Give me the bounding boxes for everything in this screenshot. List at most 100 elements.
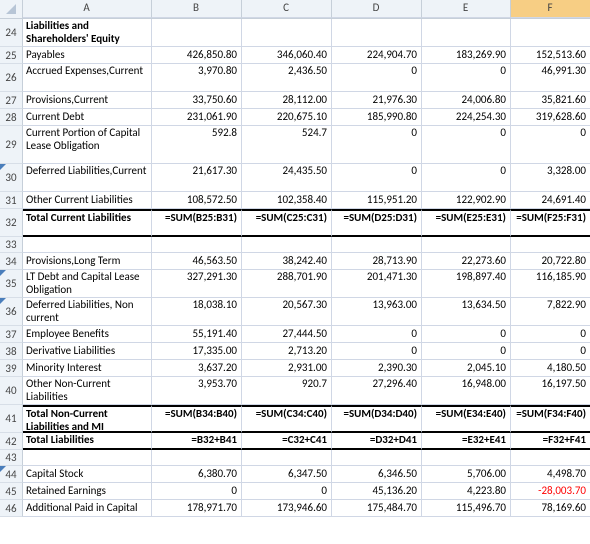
cell-value[interactable]: 0 xyxy=(511,326,590,343)
row-header[interactable]: 37 xyxy=(0,326,23,343)
cell-label[interactable]: Deferred Liabilities, Non current xyxy=(23,298,152,326)
cell-label[interactable]: Payables xyxy=(23,47,152,64)
cell-value[interactable]: 24,435.50 xyxy=(242,164,332,192)
cell-value[interactable]: 46,991.30 xyxy=(511,64,590,92)
cell-value[interactable]: =SUM(D25:D31) xyxy=(332,209,422,237)
col-header-D[interactable]: D xyxy=(332,0,422,18)
col-header-E[interactable]: E xyxy=(422,0,511,18)
col-header-C[interactable]: C xyxy=(242,0,332,18)
cell-value[interactable]: 21,976.30 xyxy=(332,92,422,109)
row-header[interactable]: 39 xyxy=(0,360,23,377)
cell-value[interactable]: 115,496.70 xyxy=(422,500,511,517)
cell-label[interactable]: Current Portion of Capital Lease Obligat… xyxy=(23,126,152,164)
cell-value[interactable]: 346,060.40 xyxy=(242,47,332,64)
cell-value[interactable]: 3,970.80 xyxy=(152,64,242,92)
row-header[interactable]: 29 xyxy=(0,126,23,164)
cell-value[interactable]: 4,498.70 xyxy=(511,466,590,483)
cell-value[interactable]: 18,038.10 xyxy=(152,298,242,326)
cell-value[interactable]: 288,701.90 xyxy=(242,270,332,298)
cell-value[interactable]: 524.7 xyxy=(242,126,332,164)
cell-value[interactable]: 231,061.90 xyxy=(152,109,242,126)
cell-label[interactable]: Provisions,Current xyxy=(23,92,152,109)
cell-value[interactable] xyxy=(152,237,242,253)
cell-value[interactable]: -28,003.70 xyxy=(511,483,590,500)
cell-value[interactable]: 6,380.70 xyxy=(152,466,242,483)
cell-value[interactable]: 13,963.00 xyxy=(332,298,422,326)
cell-label[interactable]: Additional Paid in Capital xyxy=(23,500,152,517)
cell-value[interactable]: 3,953.70 xyxy=(152,377,242,405)
cell-value[interactable]: =E32+E41 xyxy=(422,433,511,450)
cell-value[interactable]: 27,444.50 xyxy=(242,326,332,343)
cell-value[interactable]: 220,675.10 xyxy=(242,109,332,126)
cell-value[interactable]: 46,563.50 xyxy=(152,253,242,270)
cell-label[interactable]: Accrued Expenses,Current xyxy=(23,64,152,92)
cell-value[interactable]: 201,471.30 xyxy=(332,270,422,298)
cell-label[interactable]: Total Liabilities xyxy=(23,433,152,450)
cell-value[interactable]: 2,436.50 xyxy=(242,64,332,92)
cell-label[interactable]: Deferred Liabilities,Current xyxy=(23,164,152,192)
row-header[interactable]: 30 xyxy=(0,164,23,192)
cell-value[interactable]: 13,634.50 xyxy=(422,298,511,326)
cell-value[interactable]: 0 xyxy=(332,126,422,164)
cell-value[interactable]: 327,291.30 xyxy=(152,270,242,298)
cell-value[interactable] xyxy=(511,237,590,253)
cell-value[interactable]: 6,346.50 xyxy=(332,466,422,483)
cell-value[interactable] xyxy=(332,237,422,253)
cell-value[interactable]: 122,902.90 xyxy=(422,192,511,209)
row-header[interactable]: 35 xyxy=(0,270,23,298)
cell-value[interactable]: 20,722.80 xyxy=(511,253,590,270)
cell-value[interactable]: 4,223.80 xyxy=(422,483,511,500)
cell-value[interactable]: 3,328.00 xyxy=(511,164,590,192)
cell-value[interactable]: 17,335.00 xyxy=(152,343,242,360)
cell-value[interactable] xyxy=(152,450,242,466)
cell-value[interactable]: 24,006.80 xyxy=(422,92,511,109)
row-header[interactable]: 25 xyxy=(0,47,23,64)
col-header-F[interactable]: F xyxy=(511,0,590,18)
cell-value[interactable] xyxy=(242,19,332,47)
cell-value[interactable]: 102,358.40 xyxy=(242,192,332,209)
cell-value[interactable]: 2,931.00 xyxy=(242,360,332,377)
cell-value[interactable]: 178,971.70 xyxy=(152,500,242,517)
cell-value[interactable]: 0 xyxy=(422,164,511,192)
cell-value[interactable] xyxy=(242,237,332,253)
cell-value[interactable]: 27,296.40 xyxy=(332,377,422,405)
cell-label[interactable]: Retained Earnings xyxy=(23,483,152,500)
cell-value[interactable]: 24,691.40 xyxy=(511,192,590,209)
cell-label[interactable]: Total Non-Current Liabilities and MI xyxy=(23,405,152,433)
col-header-A[interactable]: A xyxy=(23,0,152,18)
row-header[interactable]: 33 xyxy=(0,237,23,253)
cell-label[interactable]: Provisions,Long Term xyxy=(23,253,152,270)
cell-value[interactable]: 152,513.60 xyxy=(511,47,590,64)
cell-label[interactable]: LT Debt and Capital Lease Obligation xyxy=(23,270,152,298)
cell-value[interactable]: =SUM(E34:E40) xyxy=(422,405,511,433)
cell-value[interactable]: 22,273.60 xyxy=(422,253,511,270)
cell-value[interactable]: 115,951.20 xyxy=(332,192,422,209)
cell-value[interactable]: 0 xyxy=(422,343,511,360)
cell-value[interactable]: =SUM(F25:F31) xyxy=(511,209,590,237)
cell-value[interactable]: 183,269.90 xyxy=(422,47,511,64)
cell-value[interactable] xyxy=(332,19,422,47)
cell-value[interactable]: 5,706.00 xyxy=(422,466,511,483)
cell-label[interactable]: Other Current Liabilities xyxy=(23,192,152,209)
cell-value[interactable]: 78,169.60 xyxy=(511,500,590,517)
cell-value[interactable]: 185,990.80 xyxy=(332,109,422,126)
cell-value[interactable]: =SUM(C34:C40) xyxy=(242,405,332,433)
cell-value[interactable]: 920.7 xyxy=(242,377,332,405)
row-header[interactable]: 28 xyxy=(0,109,23,126)
cell-value[interactable]: 28,713.90 xyxy=(332,253,422,270)
cell-value[interactable]: 0 xyxy=(511,126,590,164)
cell-value[interactable]: 4,180.50 xyxy=(511,360,590,377)
row-header[interactable]: 32 xyxy=(0,209,23,237)
cell-value[interactable]: 426,850.80 xyxy=(152,47,242,64)
cell-value[interactable]: 0 xyxy=(422,326,511,343)
cell-value[interactable]: 33,750.60 xyxy=(152,92,242,109)
cell-value[interactable]: 0 xyxy=(422,126,511,164)
cell-value[interactable]: 319,628.60 xyxy=(511,109,590,126)
cell-value[interactable] xyxy=(242,450,332,466)
cell-value[interactable]: 0 xyxy=(511,343,590,360)
cell-value[interactable] xyxy=(422,19,511,47)
cell-value[interactable]: 108,572.50 xyxy=(152,192,242,209)
row-header[interactable]: 44 xyxy=(0,466,23,483)
cell-value[interactable]: 173,946.60 xyxy=(242,500,332,517)
cell-value[interactable]: 0 xyxy=(242,483,332,500)
